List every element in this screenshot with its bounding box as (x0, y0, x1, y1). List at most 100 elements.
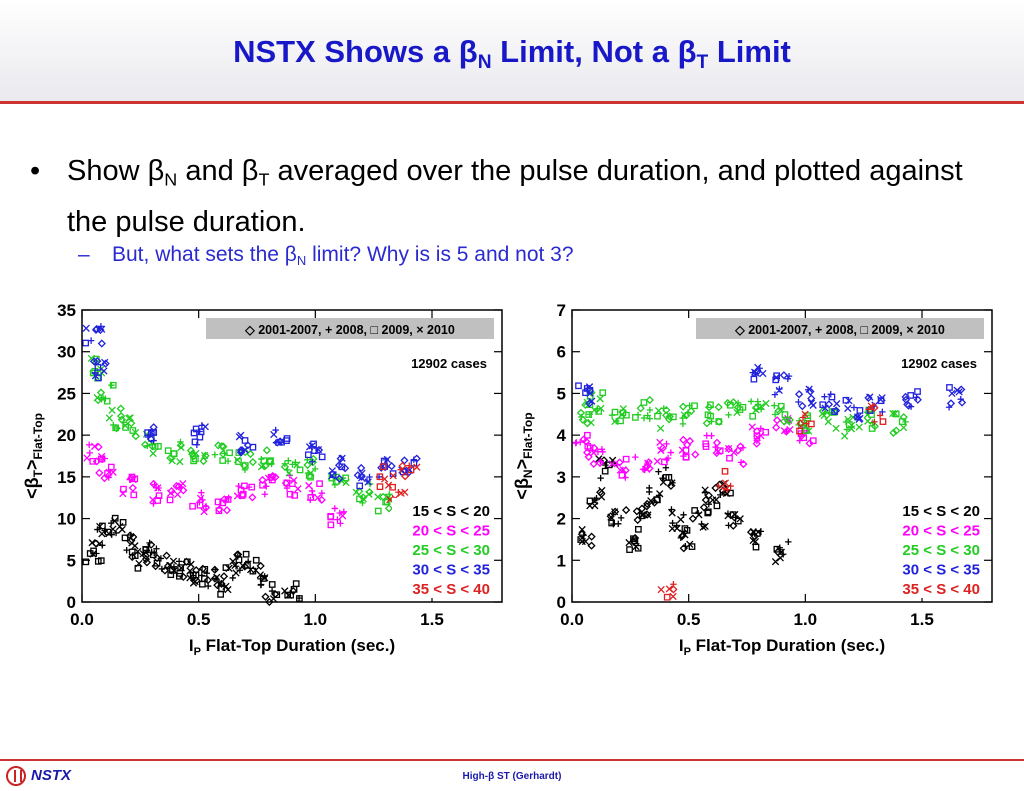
data-point (821, 404, 829, 412)
data-point (876, 395, 885, 404)
data-point (773, 545, 781, 553)
data-point (100, 474, 109, 483)
data-point (578, 525, 586, 534)
data-point (382, 498, 390, 506)
data-point (149, 496, 157, 504)
data-point (284, 466, 291, 474)
data-point (771, 411, 779, 418)
data-point (807, 399, 816, 407)
data-point (691, 507, 699, 514)
data-point (374, 493, 382, 501)
data-point (146, 434, 156, 444)
data-point (749, 412, 757, 420)
data-point (248, 458, 258, 467)
data-point (236, 446, 246, 455)
data-point (244, 558, 252, 565)
data-point (94, 363, 102, 371)
data-point (821, 393, 828, 400)
data-point (98, 456, 106, 464)
data-point (112, 529, 120, 537)
data-point (678, 402, 688, 411)
data-point (170, 563, 178, 570)
data-point (389, 483, 396, 491)
scatter-points (572, 363, 967, 601)
data-point (365, 490, 373, 498)
data-point (126, 537, 135, 546)
data-point (307, 473, 314, 481)
data-point (688, 543, 696, 550)
data-point (714, 403, 723, 412)
data-point (687, 406, 696, 416)
data-point (150, 500, 157, 507)
data-point (617, 417, 624, 425)
data-point (203, 576, 213, 585)
data-point (309, 458, 316, 465)
data-point (597, 458, 605, 465)
data-point (201, 451, 210, 460)
data-point (594, 405, 601, 412)
y-tick-label: 35 (57, 301, 76, 320)
data-point (659, 474, 666, 482)
data-point (708, 432, 715, 439)
data-point (780, 551, 787, 558)
data-point (219, 457, 227, 464)
data-point (189, 452, 198, 461)
data-point (573, 439, 580, 446)
data-point (680, 411, 688, 419)
data-point (290, 585, 298, 593)
data-point (327, 521, 335, 529)
data-point (576, 408, 586, 418)
data-point (591, 502, 599, 510)
data-point (310, 440, 317, 448)
data-point (233, 456, 242, 464)
data-point (189, 502, 196, 510)
data-point (387, 461, 396, 471)
data-point (575, 382, 582, 390)
data-point (635, 525, 642, 533)
y-tick-label: 10 (57, 510, 76, 529)
data-point (626, 546, 633, 553)
data-point (752, 543, 760, 551)
data-point (701, 495, 710, 505)
data-point (311, 465, 319, 473)
data-point (211, 451, 219, 458)
data-point (818, 406, 827, 416)
data-point (704, 411, 712, 419)
data-point (682, 446, 690, 454)
cases-label: 12902 cases (411, 356, 487, 371)
data-point (401, 488, 409, 496)
data-point (201, 503, 211, 512)
data-point (356, 482, 364, 490)
data-point (589, 449, 598, 457)
y-tick-label: 6 (557, 343, 566, 362)
data-point (178, 484, 185, 491)
data-point (776, 554, 784, 562)
data-point (401, 472, 410, 481)
data-point (293, 461, 301, 469)
data-point (198, 580, 206, 588)
data-point (748, 423, 756, 431)
plot-frame (571, 309, 993, 603)
data-point (374, 507, 382, 515)
data-point (129, 427, 137, 434)
data-point (647, 497, 655, 505)
data-point (584, 442, 592, 450)
data-point (596, 488, 605, 497)
data-point (201, 423, 209, 431)
data-point (699, 503, 709, 512)
data-point (660, 405, 667, 412)
data-point (724, 510, 732, 517)
data-point (658, 443, 667, 453)
data-point (610, 507, 620, 516)
footer-divider (0, 759, 1024, 761)
data-point (164, 447, 172, 455)
data-point (121, 534, 129, 542)
y-tick-label: 30 (57, 343, 76, 362)
data-point (268, 581, 276, 588)
data-point (286, 490, 294, 498)
x-tick-label: 1.5 (420, 610, 444, 629)
data-point (98, 325, 106, 333)
data-point (86, 550, 94, 557)
y-tick-label: 5 (67, 551, 76, 570)
data-point (733, 403, 743, 412)
